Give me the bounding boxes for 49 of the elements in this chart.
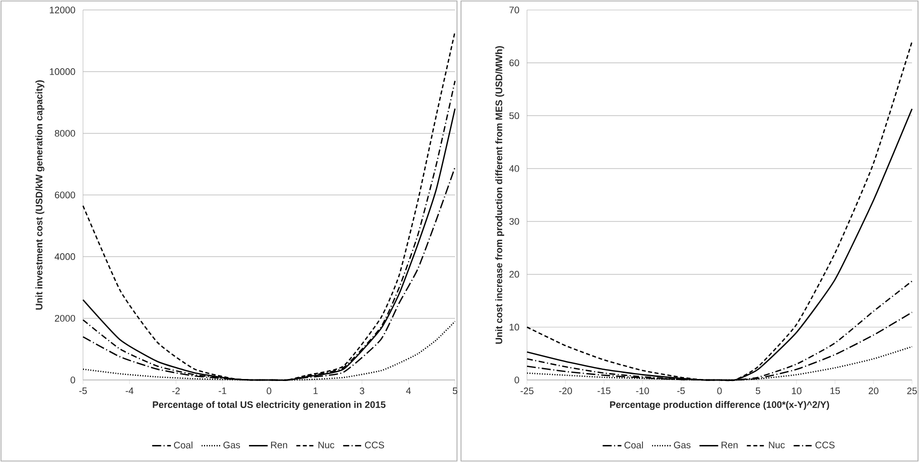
x-tick-label: 20 (868, 388, 878, 394)
y-tick-label: 10000 (50, 68, 76, 76)
x-tick-label: 3 (360, 388, 364, 394)
legend-label: Ren (722, 442, 738, 448)
y-tick-label: 40 (509, 165, 520, 172)
y-tick-label: 6000 (54, 192, 76, 198)
y-tick-label: 30 (509, 218, 520, 225)
x-tick-label: -10 (636, 388, 649, 394)
x-axis-title: Percentage production difference (100*(x-Y)^2/Y) (610, 401, 830, 410)
y-tick-label: 0 (514, 376, 520, 384)
y-tick-label: 70 (509, 6, 520, 14)
x-tick-label: -4 (126, 388, 134, 394)
y-tick-label: 50 (509, 112, 520, 120)
y-tick-label: 2000 (54, 314, 76, 322)
y-tick-label: 4000 (54, 253, 76, 260)
legend-label: CCS (816, 442, 835, 448)
legend-label: Ren (271, 442, 288, 448)
y-axis-title: Unit investment cost (USD/kW generation capacity) (35, 80, 44, 310)
x-tick-label: 15 (830, 388, 840, 394)
y-axis-title: Unit cost increase from production different from MES (USD/MWh) (495, 46, 504, 344)
x-tick-label: 5 (756, 388, 760, 394)
y-tick-label: 20 (509, 270, 520, 278)
legend-label: Coal (624, 442, 643, 448)
x-tick-label: 4 (406, 388, 411, 394)
x-tick-label: 0 (266, 388, 272, 394)
legend-label: Gas (223, 442, 240, 448)
legend-label: Coal (174, 442, 192, 448)
x-tick-label: -20 (559, 388, 572, 394)
x-tick-label: 1 (314, 388, 318, 394)
x-tick-label: -5 (677, 388, 685, 394)
y-tick-label: 10 (510, 324, 520, 330)
legend-label: Nuc (318, 442, 334, 448)
y-tick-label: 0 (70, 376, 76, 384)
x-tick-label: 0 (717, 388, 722, 394)
x-tick-label: -15 (598, 388, 610, 394)
x-tick-label: -2 (172, 388, 180, 394)
x-tick-label: -5 (79, 388, 87, 394)
x-tick-label: -25 (520, 388, 534, 394)
legend-label: CCS (365, 442, 384, 448)
y-tick-label: 60 (509, 59, 520, 66)
legend-label: Nuc (768, 442, 785, 448)
x-tick-label: -1 (218, 388, 226, 394)
x-tick-label: 5 (452, 388, 458, 394)
y-tick-label: 8000 (54, 130, 76, 137)
x-axis-title: Percentage of total US electricity generation in 2015 (152, 401, 386, 410)
x-tick-label: 25 (907, 388, 917, 394)
y-tick-label: 12000 (50, 6, 76, 14)
x-tick-label: 10 (792, 388, 802, 394)
legend-label: Gas (674, 442, 690, 448)
